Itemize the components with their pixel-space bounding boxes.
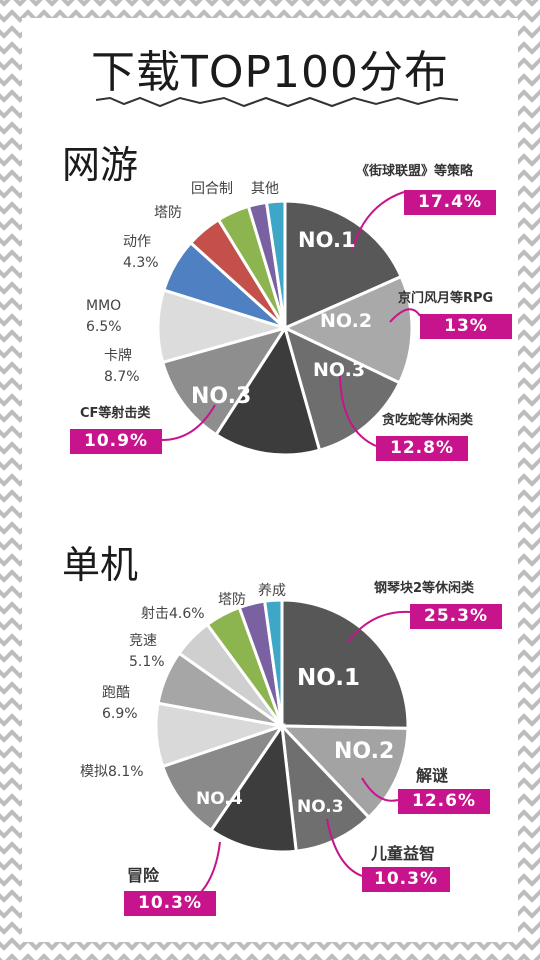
single-pie-slice-0: [280, 598, 410, 730]
single-pie-slice-2: [280, 721, 371, 853]
online-casual-label: 贪吃蛇等休闲类: [382, 413, 474, 428]
single-raise-label: 养成: [258, 583, 286, 599]
online-pie-slice-10: [264, 199, 287, 329]
leader-line-2: [339, 371, 377, 447]
online-rpg-label: 京门风月等RPG: [398, 291, 494, 306]
single-kids-value: 10.3%: [362, 867, 450, 892]
online-mmo-label: MMO 6.5%: [86, 298, 122, 335]
single-rank-2: NO.2: [334, 739, 395, 764]
single-kids-label: 儿童益智: [371, 844, 436, 863]
single-puzzle-label: 解谜: [416, 766, 449, 785]
single-racing-label: 竞速 5.1%: [129, 633, 165, 670]
leader-line-0: [351, 191, 405, 251]
online-casual-value: 12.8%: [376, 436, 468, 461]
online-shooter-label: CF等射击类: [80, 406, 151, 421]
title-zigzag-underline: [95, 96, 459, 108]
single-adventure-value: 10.3%: [124, 891, 216, 916]
online-rpg-value: 13%: [420, 314, 512, 339]
single-casual-label: 钢琴块2等休闲类: [374, 581, 475, 596]
online-pie-slice-1: [281, 274, 414, 385]
leader-line-0: [347, 610, 411, 643]
leader-line-1: [389, 308, 421, 323]
single-adventure-label: 冒险: [127, 866, 160, 885]
leader-line-3: [161, 404, 216, 441]
online-shooter-value: 10.9%: [70, 429, 162, 454]
single-pie-slice-10: [262, 598, 284, 727]
online-rank-2: NO.2: [320, 310, 373, 332]
online-strategy-value: 17.4%: [404, 190, 496, 215]
single-sim-label: 模拟8.1%: [80, 764, 144, 780]
leader-line-2: [326, 818, 363, 877]
online-pie-slice-0: [283, 199, 404, 331]
online-td-label: 塔防: [154, 205, 182, 221]
single-casual-value: 25.3%: [410, 604, 502, 629]
online-rank-3b: NO.3: [191, 384, 252, 409]
online-pie-slice-2: [282, 325, 402, 453]
single-rank-3: NO.3: [297, 797, 344, 817]
single-pie-slice-3: [209, 721, 298, 854]
single-shooting-label: 射击4.6%: [141, 606, 205, 622]
online-card-label: 卡牌 8.7%: [104, 348, 140, 385]
single-pie-slice-4: [160, 723, 286, 833]
online-heading: 网游: [62, 143, 139, 187]
online-pie-slice-3: [213, 324, 322, 457]
page-title: 下载TOP100分布: [90, 47, 450, 98]
online-action-label: 动作 4.3%: [123, 234, 159, 271]
single-parkour-label: 跑酷 6.9%: [102, 685, 138, 722]
online-other-label: 其他: [251, 181, 279, 197]
single-td-label: 塔防: [218, 592, 246, 608]
single-heading: 单机: [62, 543, 139, 587]
single-puzzle-value: 12.6%: [398, 789, 490, 814]
single-rank-1: NO.1: [297, 665, 361, 691]
online-rank-3a: NO.3: [313, 359, 366, 381]
online-strategy-label: 《街球联盟》等策略: [356, 164, 474, 179]
online-rank-1: NO.1: [298, 228, 356, 252]
leader-line-1: [361, 777, 399, 802]
online-turn-label: 回合制: [191, 181, 233, 197]
single-rank-4: NO.4: [196, 789, 243, 809]
